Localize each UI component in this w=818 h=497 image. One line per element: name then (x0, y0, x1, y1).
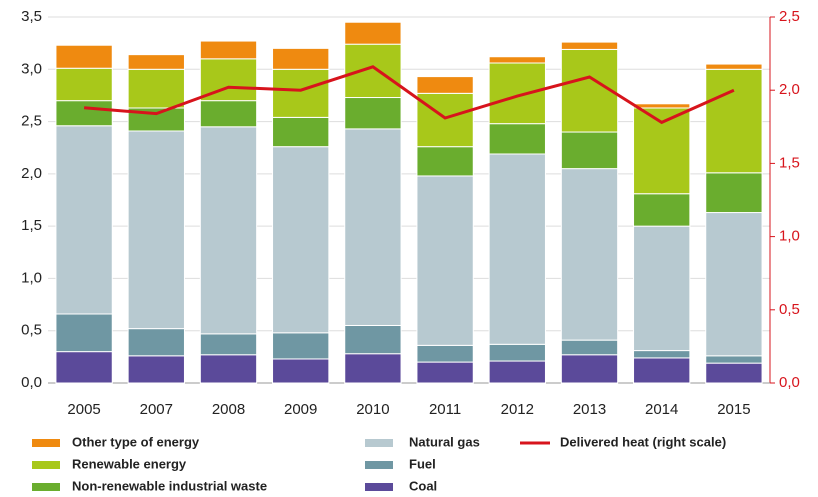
y2-tick-label: 1,5 (779, 154, 800, 171)
bar-segment (416, 344, 474, 363)
bar-segment (633, 193, 691, 227)
bar-segment (199, 100, 258, 128)
legend-label: Delivered heat (right scale) (560, 434, 726, 449)
legend-swatch (365, 439, 393, 447)
bar-segment (416, 361, 474, 384)
legend-label: Non-renewable industrial waste (72, 478, 267, 493)
x-tick-label: 2013 (573, 401, 606, 418)
bar-segment (272, 47, 330, 70)
bar-segment (272, 68, 330, 118)
bar-segment (127, 328, 185, 357)
legend-swatch (32, 439, 60, 447)
bar-segment (55, 351, 113, 384)
bar-segment (344, 43, 402, 99)
bar-segment (416, 146, 474, 177)
bar-segment (127, 355, 185, 384)
legend-swatch (365, 461, 393, 469)
bar-segment (633, 350, 691, 359)
bar-segment (416, 175, 474, 346)
bar-segment (55, 67, 113, 102)
y2-tick-label: 2,0 (779, 81, 800, 98)
bar-segment (416, 76, 474, 94)
bar-segment (560, 339, 619, 356)
bar-segment (705, 63, 763, 70)
x-tick-label: 2014 (645, 401, 678, 418)
bar-segment (633, 357, 691, 384)
bar-segment (55, 44, 113, 69)
bar-segment (560, 168, 619, 341)
legend-label: Natural gas (409, 434, 480, 449)
x-tick-label: 2011 (429, 401, 461, 418)
y2-tick-label: 1,0 (779, 228, 800, 245)
bar-segment (199, 40, 258, 60)
bar-segment (344, 353, 402, 384)
bar-segment (560, 41, 619, 50)
x-tick-label: 2012 (501, 401, 534, 418)
bar-segment (272, 146, 330, 334)
legend-label: Other type of energy (72, 434, 200, 449)
bar-segment (705, 355, 763, 364)
legend-label: Fuel (409, 456, 436, 471)
y-tick-label: 1,0 (21, 269, 42, 286)
bar-segment (127, 68, 185, 109)
bar-segment (344, 97, 402, 130)
y-tick-label: 0,5 (21, 322, 42, 339)
bar-segment (705, 172, 763, 214)
bar-segment (705, 68, 763, 174)
bar-segment (633, 225, 691, 352)
y-tick-label: 1,5 (21, 217, 42, 234)
bar-segment (416, 92, 474, 148)
legend-label: Renewable energy (72, 456, 187, 471)
legend-swatch (32, 461, 60, 469)
bar-segment (344, 21, 402, 45)
y-tick-label: 2,5 (21, 113, 42, 130)
bar-segment (55, 100, 113, 127)
x-tick-label: 2015 (717, 401, 750, 418)
bar-segment (199, 333, 258, 356)
y2-tick-label: 0,5 (779, 301, 800, 318)
bar-segment (127, 54, 185, 70)
bar-segment (705, 212, 763, 357)
legend-swatch (365, 483, 393, 491)
y-tick-label: 2,0 (21, 165, 42, 182)
y-tick-label: 3,5 (21, 8, 42, 25)
bar-segment (488, 62, 546, 125)
bar-segment (560, 354, 619, 384)
bar-segment (55, 125, 113, 315)
bar-segment (488, 56, 546, 64)
y2-tick-label: 0,0 (779, 374, 800, 391)
bar-segment (705, 362, 763, 384)
bar-segment (127, 130, 185, 330)
bar-segment (488, 343, 546, 362)
y2-tick-label: 2,5 (779, 8, 800, 25)
line-series (83, 65, 735, 125)
y-tick-label: 0,0 (21, 374, 42, 391)
legend-label: Coal (409, 478, 437, 493)
bar-segment (560, 48, 619, 133)
bar-segment (560, 131, 619, 170)
bar-segment (344, 128, 402, 326)
bar-segment (272, 358, 330, 384)
bar-segment (488, 153, 546, 345)
x-tick-label: 2008 (212, 401, 245, 418)
bar-segment (633, 103, 691, 109)
bar-segment (488, 123, 546, 155)
bar-segment (199, 126, 258, 335)
bar-segment (55, 313, 113, 353)
x-tick-label: 2007 (140, 401, 173, 418)
x-tick-label: 2009 (284, 401, 317, 418)
bar-segment (272, 116, 330, 148)
legend-swatch (32, 483, 60, 491)
bar-segment (488, 360, 546, 384)
y-tick-label: 3,0 (21, 60, 42, 77)
x-tick-label: 2005 (67, 401, 100, 418)
bar-segment (344, 324, 402, 355)
x-tick-label: 2010 (356, 401, 389, 418)
bar-segment (272, 332, 330, 360)
bar-segment (199, 354, 258, 384)
